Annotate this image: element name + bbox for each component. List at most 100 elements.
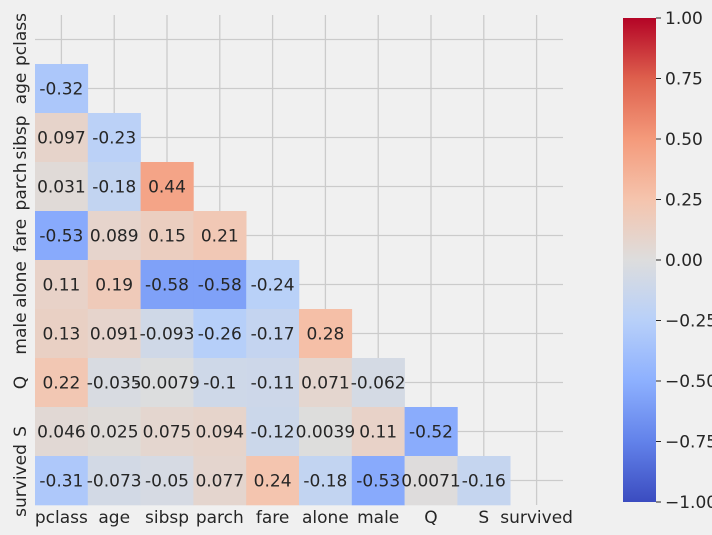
cell-value-label: 0.071 xyxy=(301,374,350,394)
heatmap-cell xyxy=(35,113,89,163)
cell-value-label: 0.22 xyxy=(42,374,80,394)
y-tick-label: age xyxy=(11,73,31,105)
cell-value-label: -0.11 xyxy=(251,374,295,394)
cell-value-label: -0.31 xyxy=(39,472,83,492)
heatmap-cell xyxy=(87,211,141,261)
cell-value-label: 0.091 xyxy=(90,325,139,345)
heatmap-cell xyxy=(87,456,141,506)
heatmap-cell xyxy=(140,407,194,457)
heatmap-cell xyxy=(87,113,141,163)
heatmap-cell xyxy=(299,456,353,506)
heatmap-cells xyxy=(35,64,511,506)
cell-value-label: -0.58 xyxy=(198,276,242,296)
colorbar-tick-label: 1.00 xyxy=(665,9,703,29)
colorbar-tick-label: 0.00 xyxy=(665,251,703,271)
cell-value-label: -0.12 xyxy=(251,423,295,443)
heatmap-cell xyxy=(87,260,141,310)
heatmap-cell xyxy=(404,407,458,457)
x-tick-label: age xyxy=(98,508,130,528)
heatmap-cell xyxy=(35,309,89,359)
heatmap-cell xyxy=(299,309,353,359)
heatmap-cell xyxy=(35,64,89,114)
heatmap-cell xyxy=(246,407,300,457)
cell-value-label: 0.031 xyxy=(37,178,86,198)
heatmap-cell xyxy=(87,358,141,408)
y-tick-label: parch xyxy=(11,163,31,211)
y-tick-label: Q xyxy=(11,376,31,389)
cell-value-label: -0.093 xyxy=(140,325,195,345)
cell-value-label: -0.53 xyxy=(39,227,83,247)
heatmap-cell xyxy=(35,211,89,261)
colorbar-tick-label: −0.75 xyxy=(665,433,712,453)
cell-value-label: 0.025 xyxy=(90,423,139,443)
cell-value-label: -0.52 xyxy=(409,423,453,443)
cell-value-label: -0.58 xyxy=(145,276,189,296)
y-tick-label: survived xyxy=(11,444,31,517)
cell-value-label: -0.23 xyxy=(92,129,136,149)
x-tick-label: male xyxy=(357,508,399,528)
cell-value-label: -0.53 xyxy=(356,472,400,492)
cell-value-label: 0.13 xyxy=(42,325,80,345)
y-tick-label: sibsp xyxy=(11,115,31,159)
heatmap-cell xyxy=(193,407,247,457)
cell-value-label: 0.0071 xyxy=(401,472,460,492)
heatmap-cell xyxy=(193,211,247,261)
cell-value-label: -0.073 xyxy=(87,472,142,492)
cell-value-label: 0.28 xyxy=(306,325,344,345)
y-tick-label: S xyxy=(11,426,31,437)
x-tick-label: alone xyxy=(302,508,349,528)
y-tick-label: male xyxy=(11,312,31,354)
heatmap-cell xyxy=(35,162,89,212)
cell-value-label: 0.046 xyxy=(37,423,86,443)
cell-value-label: -0.18 xyxy=(92,178,136,198)
cell-value-label: 0.21 xyxy=(201,227,239,247)
heatmap-cell xyxy=(140,211,194,261)
heatmap-cell xyxy=(87,309,141,359)
colorbar-tick-label: 0.50 xyxy=(665,130,703,150)
cell-value-label: -0.1 xyxy=(203,374,236,394)
x-tick-label: Q xyxy=(424,508,437,528)
heatmap-cell xyxy=(246,309,300,359)
colorbar-tick-label: −1.00 xyxy=(665,493,712,513)
heatmap-cell xyxy=(193,260,247,310)
heatmap-cell xyxy=(140,358,194,408)
cell-value-label: 0.44 xyxy=(148,178,186,198)
cell-value-label: 0.094 xyxy=(195,423,244,443)
heatmap-cell xyxy=(351,358,405,408)
cell-value-label: -0.26 xyxy=(198,325,242,345)
heatmap-cell xyxy=(87,407,141,457)
heatmap-cell xyxy=(140,162,194,212)
y-tick-label: pclass xyxy=(11,13,31,66)
cell-value-label: -0.18 xyxy=(303,472,347,492)
heatmap-cell xyxy=(193,456,247,506)
cell-value-label: 0.089 xyxy=(90,227,139,247)
cell-value-label: -0.05 xyxy=(145,472,189,492)
heatmap-cell xyxy=(299,407,353,457)
heatmap-cell xyxy=(87,162,141,212)
cell-value-label: 0.15 xyxy=(148,227,186,247)
cell-value-label: 0.11 xyxy=(359,423,397,443)
heatmap-cell xyxy=(351,407,405,457)
cell-value-label: 0.077 xyxy=(195,472,244,492)
cell-value-label: -0.17 xyxy=(251,325,295,345)
x-tick-label: pclass xyxy=(35,508,88,528)
y-tick-label: fare xyxy=(11,219,31,252)
heatmap-cell xyxy=(299,358,353,408)
heatmap-cell xyxy=(246,358,300,408)
colorbar-tick-label: −0.50 xyxy=(665,372,712,392)
cell-value-label: 0.075 xyxy=(143,423,192,443)
heatmap-cell xyxy=(140,456,194,506)
heatmap-cell xyxy=(193,358,247,408)
cell-value-label: -0.0079 xyxy=(134,374,200,394)
heatmap-cell xyxy=(457,456,511,506)
heatmap-cell xyxy=(404,456,458,506)
cell-value-label: 0.097 xyxy=(37,129,86,149)
heatmap-cell xyxy=(35,456,89,506)
cell-value-label: 0.0039 xyxy=(296,423,355,443)
heatmap-cell xyxy=(193,309,247,359)
x-tick-label: S xyxy=(478,508,489,528)
x-tick-label: survived xyxy=(500,508,573,528)
y-tick-labels: pclass age sibsp parch fare alone male Q Ssurviv… xyxy=(11,13,31,517)
